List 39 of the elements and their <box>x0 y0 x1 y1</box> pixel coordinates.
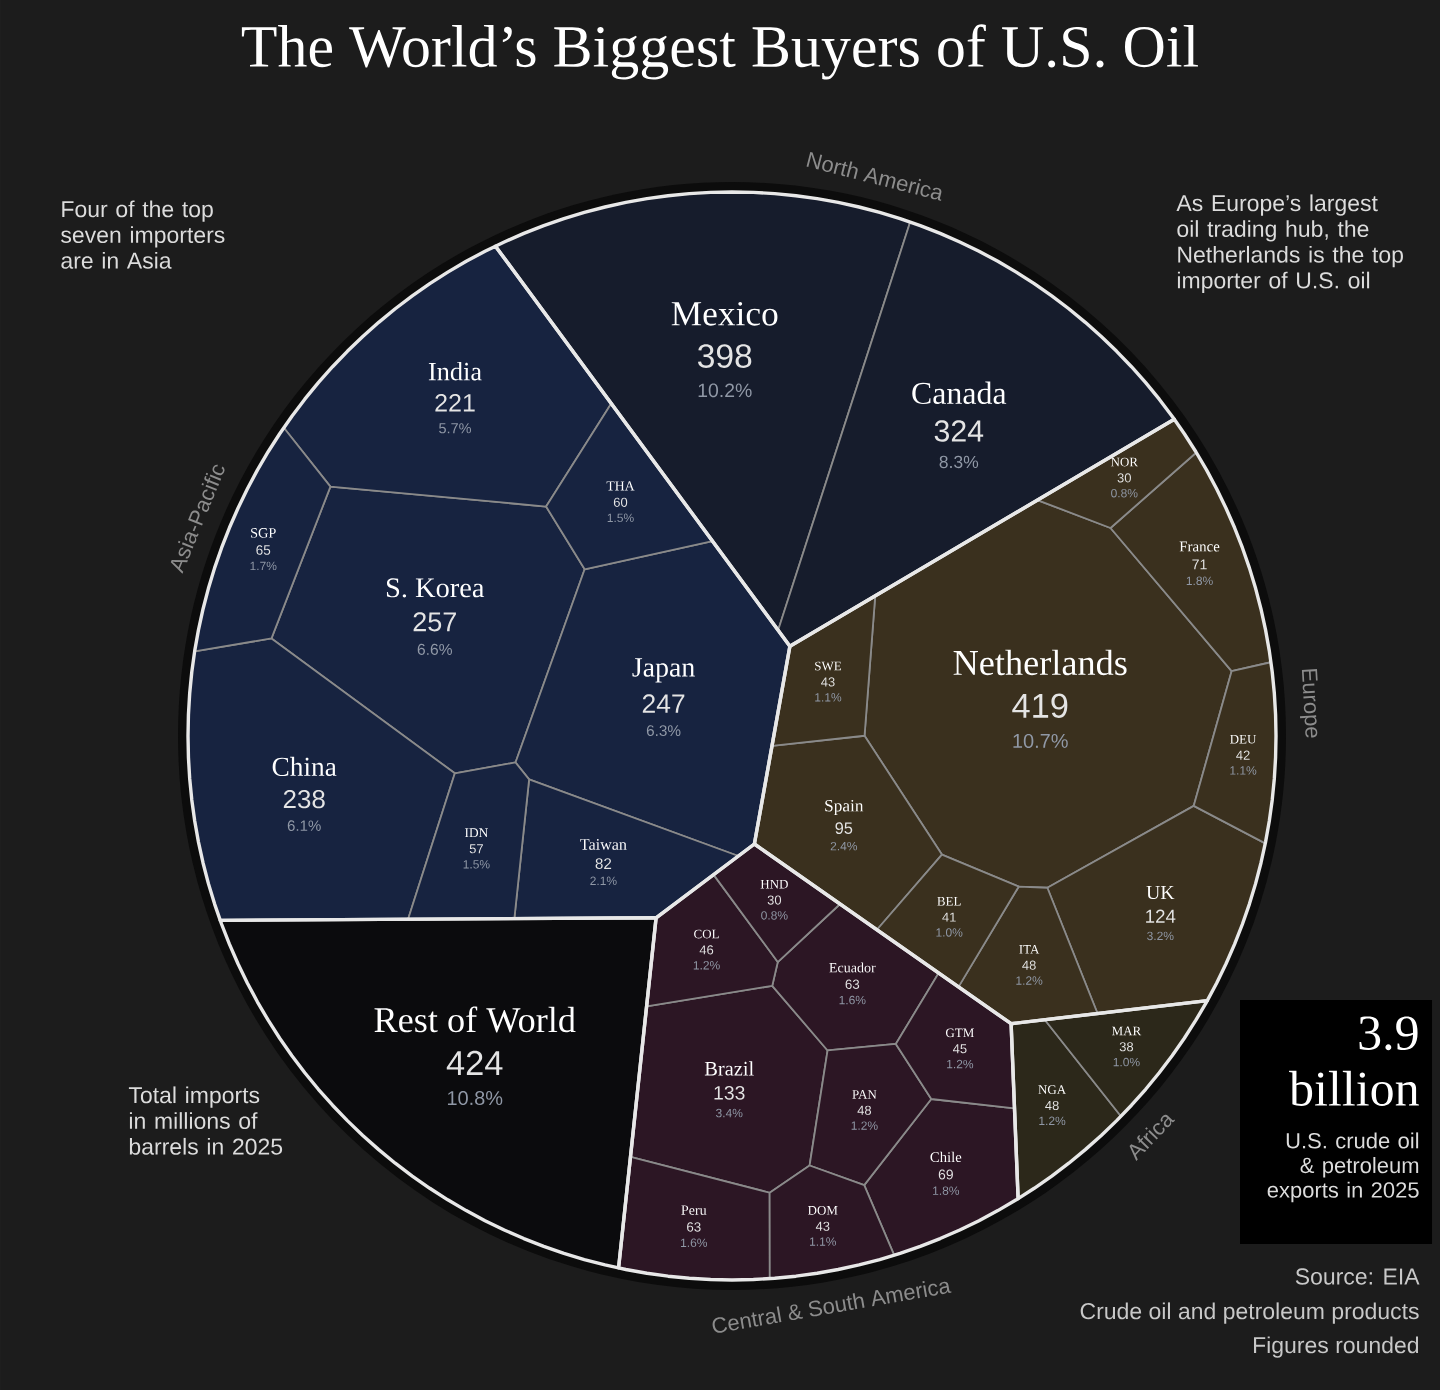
text: 10.8% <box>447 1090 503 1106</box>
text: 10.2% <box>698 383 752 398</box>
category-label: India <box>428 361 482 381</box>
text: 8.3% <box>939 455 979 469</box>
text: Central & South America <box>712 1281 952 1333</box>
data-label: 133 <box>714 1085 745 1100</box>
category-label: UK <box>1146 886 1175 900</box>
data-label: 398 <box>698 344 752 368</box>
data-label: 247 <box>642 694 685 713</box>
category-label: Rest of World <box>374 1006 576 1033</box>
text: U.S. crude oil & petroleum exports in 2025 <box>1267 1132 1419 1203</box>
text: North America <box>806 151 942 201</box>
data-label: 419 <box>1012 693 1068 718</box>
category-label: Mexico <box>671 301 778 326</box>
text: Crude oil and petroleum products <box>1080 1302 1419 1324</box>
data-label: 324 <box>934 420 984 442</box>
category-label: Canada <box>912 381 1007 405</box>
text: Figures rounded <box>1254 1336 1419 1358</box>
category-label: Taiwan <box>580 839 627 850</box>
data-label: 238 <box>283 789 325 809</box>
category-label: Spain <box>825 799 864 816</box>
text: Four of the top seven importers are in Asia <box>61 200 225 269</box>
text: 10.7% <box>1013 733 1068 749</box>
data-label: 124 <box>1146 909 1176 923</box>
category-label: Brazil <box>704 1061 754 1076</box>
category-label: Japan <box>632 658 695 683</box>
text: 3.9 billion <box>1289 1016 1419 1106</box>
text: The World’s Biggest Buyers of U.S. Oil <box>241 24 1198 80</box>
source-note: Source: EIA <box>1295 1268 1420 1285</box>
text: Europe <box>1299 669 1318 738</box>
data-label: 424 <box>446 1050 503 1075</box>
data-label: 221 <box>435 393 475 412</box>
category-label: Netherlands <box>953 649 1127 676</box>
text: As Europe’s largest oil trading hub, the Netherlands is the top importer of U.S. oil <box>1176 194 1403 294</box>
data-label: 95 <box>835 822 853 834</box>
text: Total imports in millions of barrels in 2025 <box>128 1086 283 1155</box>
data-label: 257 <box>413 612 456 632</box>
category-label: China <box>272 756 337 777</box>
category-label: S. Korea <box>386 578 485 598</box>
